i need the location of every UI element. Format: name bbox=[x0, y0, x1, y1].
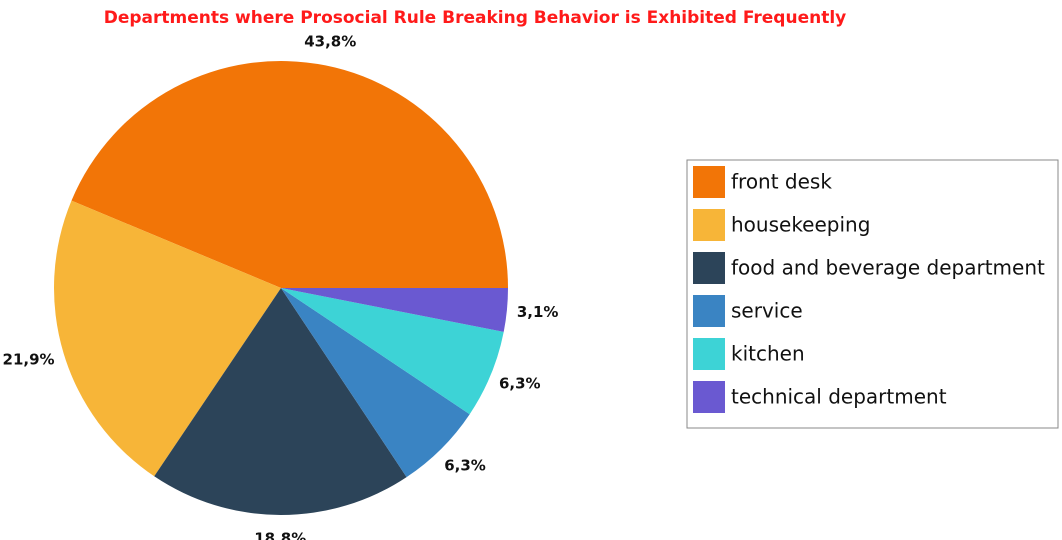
legend-swatch bbox=[693, 338, 725, 370]
legend-label: housekeeping bbox=[731, 213, 870, 237]
data-label: 6,3% bbox=[444, 456, 486, 474]
data-label: 43,8% bbox=[304, 32, 356, 50]
pie-slice bbox=[281, 288, 470, 478]
pie-slice bbox=[281, 288, 504, 415]
chart-title: Departments where Prosocial Rule Breakin… bbox=[104, 8, 847, 28]
legend-label: service bbox=[731, 299, 803, 323]
legend-label: technical department bbox=[731, 385, 947, 409]
data-label: 3,1% bbox=[517, 303, 559, 321]
pie-slice bbox=[53, 200, 281, 477]
legend-swatch bbox=[693, 295, 725, 327]
data-label: 18,8% bbox=[254, 529, 306, 540]
legend-label: food and beverage department bbox=[731, 256, 1045, 280]
legend-swatch bbox=[693, 381, 725, 413]
legend-box bbox=[686, 159, 1059, 429]
legend-label: kitchen bbox=[731, 342, 805, 366]
pie-slice bbox=[154, 288, 407, 515]
legend-swatch bbox=[693, 252, 725, 284]
data-label: 6,3% bbox=[499, 374, 541, 392]
legend-label: front desk bbox=[731, 170, 832, 194]
legend-swatch bbox=[693, 166, 725, 198]
pie-slice bbox=[281, 288, 508, 332]
data-label: 21,9% bbox=[3, 351, 55, 369]
pie-slice bbox=[71, 60, 509, 288]
legend-swatch bbox=[693, 209, 725, 241]
